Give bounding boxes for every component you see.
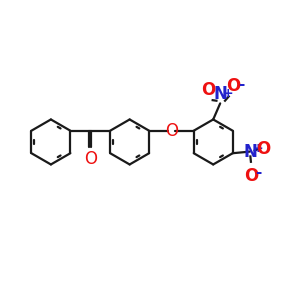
Text: O: O xyxy=(244,167,258,184)
Text: N: N xyxy=(243,142,257,160)
Text: O: O xyxy=(84,150,97,168)
Text: O: O xyxy=(226,77,241,95)
Text: +: + xyxy=(223,87,233,100)
Text: O: O xyxy=(201,81,215,99)
Text: O: O xyxy=(165,122,178,140)
Text: +: + xyxy=(253,142,263,155)
Text: -: - xyxy=(238,77,244,92)
Text: -: - xyxy=(255,165,262,180)
Text: O: O xyxy=(256,140,270,158)
Text: N: N xyxy=(214,85,228,103)
